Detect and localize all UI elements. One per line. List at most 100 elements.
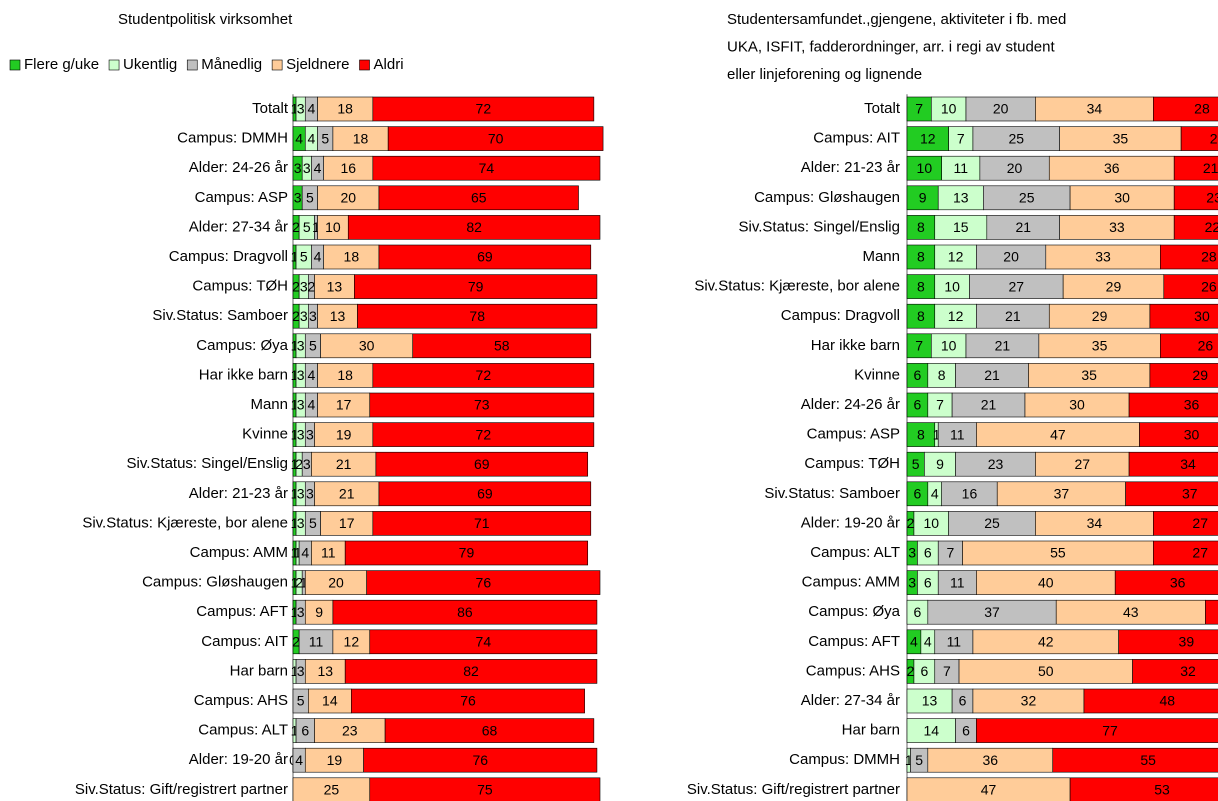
value-label: 72	[476, 367, 492, 383]
bar-segment	[357, 303, 598, 329]
category-label: Campus: DMMH	[789, 751, 900, 768]
bar-segment	[906, 303, 936, 329]
bar-segment	[906, 185, 939, 211]
value-label: 9	[919, 190, 927, 206]
bar-segment	[332, 629, 371, 655]
bar-segment	[1055, 599, 1206, 625]
value-label: 18	[337, 367, 353, 383]
bar-segment	[927, 392, 953, 418]
value-label: 3	[297, 604, 305, 620]
category-label: Campus: ASP	[195, 189, 288, 206]
value-label: 1	[905, 752, 913, 768]
value-label: 21	[995, 338, 1011, 354]
value-label: 3	[306, 486, 314, 502]
bar-segment	[1028, 363, 1151, 388]
value-label: 1	[291, 249, 299, 265]
bar-segment	[311, 451, 377, 477]
value-label: 36	[982, 752, 998, 768]
bar-segment	[317, 363, 374, 388]
bar-segment	[1149, 303, 1218, 329]
value-label: 2	[292, 278, 300, 294]
value-label: 3	[300, 308, 308, 324]
bar-segment	[298, 629, 334, 655]
value-label: 3	[297, 663, 305, 679]
value-label: 10	[944, 278, 960, 294]
bar-segment	[372, 422, 595, 447]
value-label: 2	[308, 278, 316, 294]
value-label: 1	[291, 545, 299, 561]
bar-segment	[1153, 96, 1218, 122]
value-label: 13	[317, 663, 333, 679]
value-label: 6	[924, 574, 932, 590]
bar-segment	[378, 481, 592, 507]
value-label: 2	[292, 634, 300, 650]
bar-segment	[906, 244, 936, 270]
bar-segment	[323, 244, 380, 270]
value-label: 36	[1184, 397, 1200, 413]
bar-segment	[996, 481, 1126, 507]
category-label: Campus: ALT	[198, 722, 288, 739]
value-label: 21	[339, 486, 355, 502]
value-label: 71	[474, 515, 490, 531]
value-label: 6	[914, 367, 922, 383]
value-label: 21	[1015, 219, 1031, 235]
bar-segment	[369, 392, 595, 418]
bar-segment	[314, 481, 380, 507]
value-label: 5	[912, 456, 920, 472]
value-label: 12	[948, 308, 964, 324]
value-label: 20	[1003, 249, 1019, 265]
value-label: 34	[1087, 101, 1103, 117]
bar-segment	[304, 747, 364, 773]
bar-segment	[955, 363, 1029, 388]
category-label: Kvinne	[242, 426, 288, 443]
value-label: 68	[482, 722, 498, 738]
value-label: 30	[359, 338, 375, 354]
bar-segment	[1173, 215, 1218, 240]
value-label: 27	[1074, 456, 1090, 472]
value-label: 43	[1123, 604, 1139, 620]
value-label: 1	[291, 101, 299, 117]
value-label: 4	[314, 249, 322, 265]
value-label: 2	[292, 219, 300, 235]
value-label: 10	[917, 160, 933, 176]
bar-segment	[1180, 126, 1218, 151]
category-label: Siv.Status: Samboer	[152, 307, 288, 324]
value-label: 7	[957, 130, 965, 146]
value-label: 18	[344, 249, 360, 265]
bar-segment	[320, 333, 414, 359]
bar-segment	[320, 511, 374, 536]
value-label: 5	[297, 693, 305, 709]
legend-swatch	[186, 59, 198, 71]
value-label: 1	[300, 574, 308, 590]
value-label: 16	[962, 486, 978, 502]
value-label: 55	[1140, 752, 1156, 768]
value-label: 86	[457, 604, 473, 620]
bar-segment	[1024, 392, 1130, 418]
legend-swatch	[271, 59, 283, 71]
bar-segment	[979, 155, 1050, 181]
value-label: 1	[291, 426, 299, 442]
bar-segment	[317, 303, 358, 329]
value-label: 6	[301, 722, 309, 738]
value-label: 30	[1194, 308, 1210, 324]
bar-segment	[1149, 363, 1218, 388]
category-label: Alder: 24-26 år	[189, 159, 288, 176]
bar-segment	[1069, 777, 1218, 801]
value-label: 3	[297, 338, 305, 354]
value-label: 1	[291, 722, 299, 738]
value-label: 8	[917, 308, 925, 324]
bar-segment	[344, 540, 589, 566]
category-label: Alder: 21-23 år	[801, 159, 900, 176]
value-label: 27	[1192, 545, 1208, 561]
value-label: 1	[291, 367, 299, 383]
bar-segment	[387, 126, 604, 151]
value-label: 14	[924, 722, 940, 738]
value-label: 6	[914, 486, 922, 502]
category-label: Campus: ALT	[810, 544, 900, 561]
bar-segment	[332, 599, 598, 625]
value-label: 1	[291, 338, 299, 354]
value-label: 7	[936, 397, 944, 413]
bar-segment	[304, 659, 346, 684]
value-label: 29	[1092, 308, 1108, 324]
